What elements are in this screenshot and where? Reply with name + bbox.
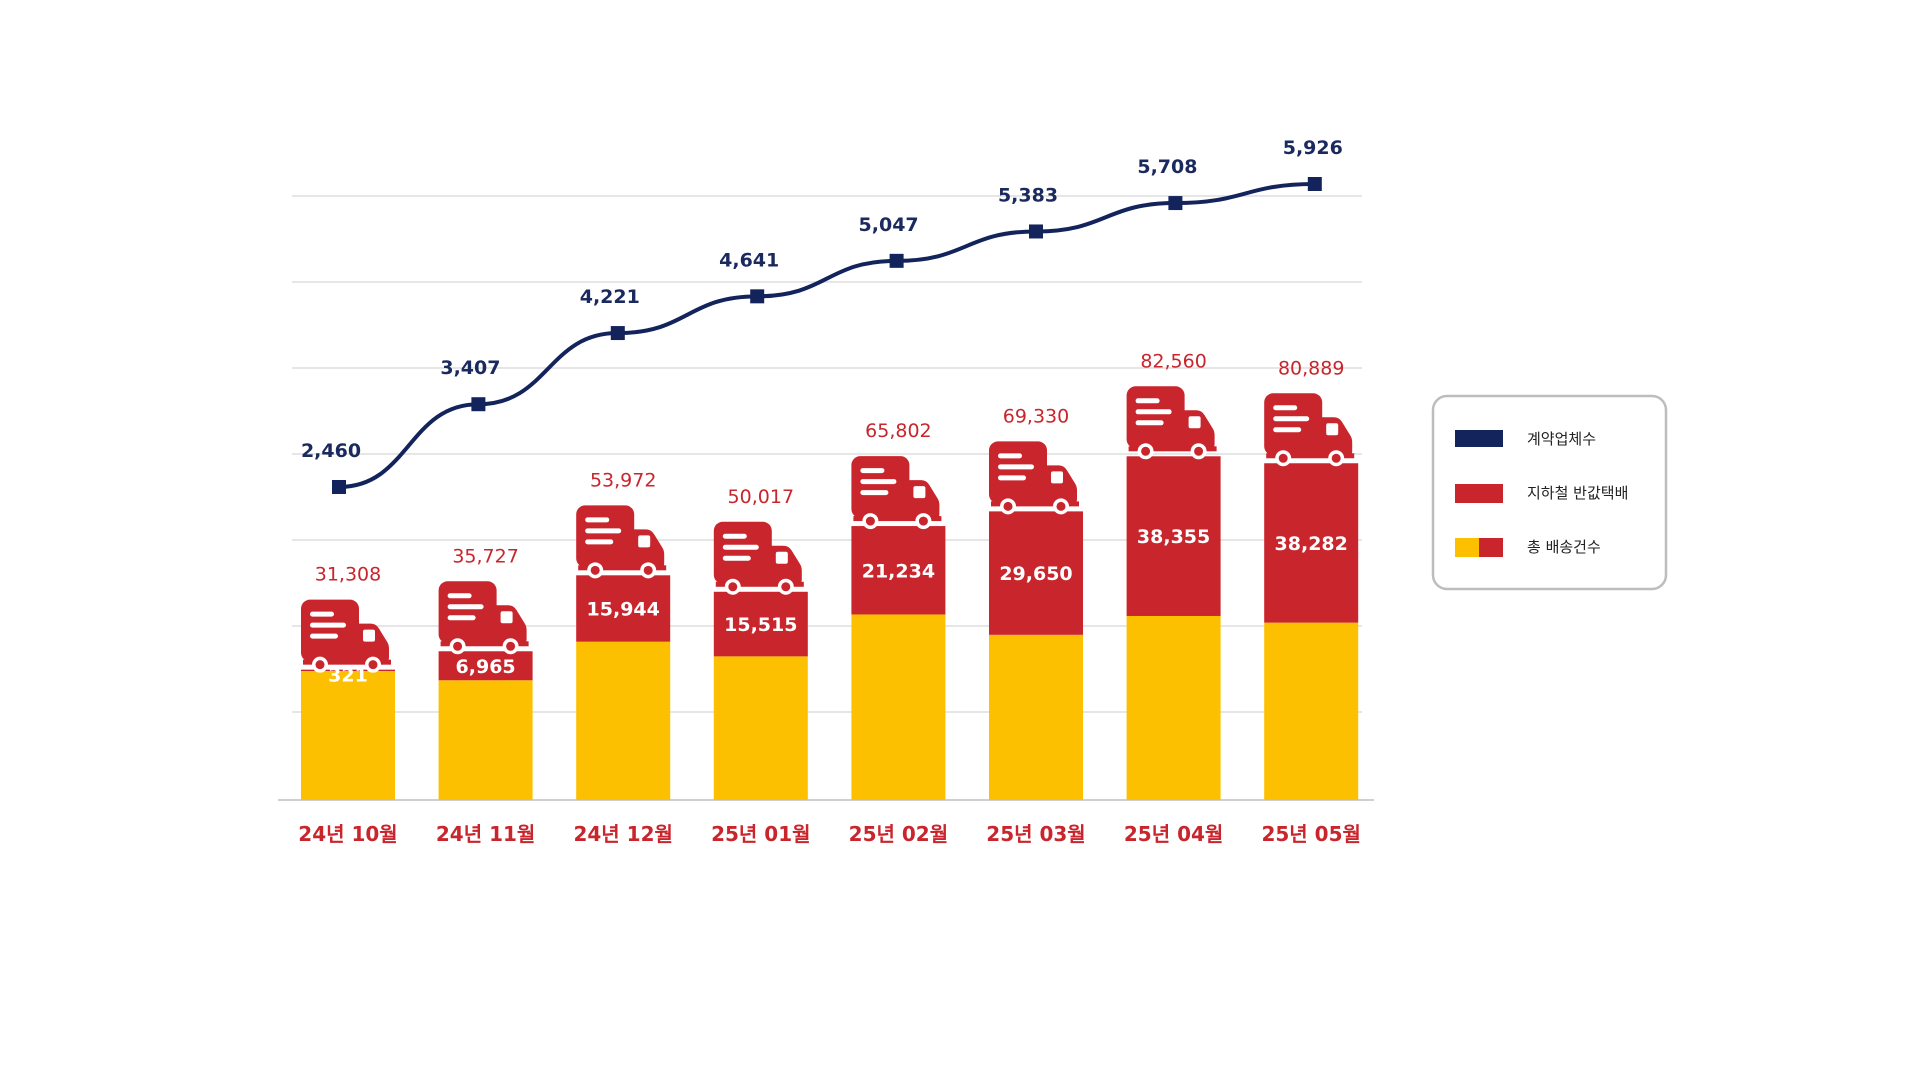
legend-swatch-red-half <box>1479 538 1503 557</box>
line-layer <box>332 177 1322 494</box>
bar-total-base <box>438 680 533 800</box>
total-deliveries-label: 82,560 <box>1140 350 1206 372</box>
subway-deliveries-label: 29,650 <box>999 563 1072 585</box>
bar-subway <box>1126 456 1221 616</box>
firms-marker <box>471 397 486 412</box>
subway-deliveries-label: 321 <box>328 665 368 687</box>
bar-total-base <box>1126 615 1221 800</box>
legend-label-total: 총 배송건수 <box>1527 538 1601 556</box>
firms-marker <box>1029 224 1043 239</box>
bar-total-base <box>576 641 671 800</box>
firms-count-label: 3,407 <box>440 357 500 379</box>
bar-subway <box>1264 463 1359 623</box>
bar-total-base <box>989 634 1083 800</box>
subway-deliveries-label: 38,282 <box>1275 533 1348 555</box>
label-layer: 31,308 321 24년 10월 35,727 6,965 24년 11월 53,972… <box>298 137 1361 846</box>
total-deliveries-label: 31,308 <box>315 564 381 586</box>
subway-deliveries-label: 21,234 <box>862 560 935 582</box>
category-label: 24년 12월 <box>573 822 672 846</box>
bar-subway <box>989 511 1083 635</box>
legend-label-subway: 지하철 반값택배 <box>1527 484 1628 502</box>
subway-deliveries-label: 15,515 <box>724 614 797 636</box>
firms-count-label: 5,047 <box>859 214 919 236</box>
firms-count-label: 5,383 <box>998 184 1058 206</box>
delivery-truck-icon <box>438 581 529 655</box>
delivery-truck-icon <box>1264 393 1355 467</box>
bar-total-base <box>1264 622 1359 800</box>
category-label: 24년 10월 <box>298 822 397 846</box>
delivery-truck-icon <box>713 521 804 595</box>
firms-marker <box>889 253 904 268</box>
bar-layer <box>301 386 1359 800</box>
category-label: 25년 05월 <box>1261 822 1360 846</box>
bar-total-base <box>713 656 808 800</box>
category-label: 24년 11월 <box>436 822 535 846</box>
bar-subway <box>851 526 946 615</box>
bar-subway <box>301 669 395 672</box>
bar-subway <box>576 575 671 642</box>
legend-item-subway: 지하철 반값택배 <box>1455 484 1628 503</box>
bar-subway <box>438 651 533 681</box>
firms-marker <box>1307 177 1322 191</box>
subway-deliveries-label: 6,965 <box>456 656 516 678</box>
legend-item-firms: 계약업체수 <box>1455 430 1596 448</box>
firms-count-label: 2,460 <box>301 440 361 462</box>
delivery-truck-icon <box>301 599 391 673</box>
firms-marker <box>332 480 346 494</box>
category-label: 25년 01월 <box>711 822 810 846</box>
firms-marker <box>1168 196 1183 211</box>
legend-item-total: 총 배송건수 <box>1455 538 1601 557</box>
delivery-truck-icon <box>851 456 942 530</box>
total-deliveries-label: 50,017 <box>728 486 794 508</box>
category-label: 25년 02월 <box>849 822 948 846</box>
firms-marker <box>610 326 625 341</box>
legend: 계약업체수 지하철 반값택배 총 배송건수 <box>1431 394 1668 591</box>
total-deliveries-label: 69,330 <box>1003 405 1069 427</box>
bar-total-base <box>851 614 946 800</box>
delivery-truck-icon <box>989 441 1079 515</box>
category-label: 25년 04월 <box>1124 822 1223 846</box>
bar-total-base <box>301 671 395 800</box>
legend-swatch-navy <box>1455 430 1503 447</box>
bar-subway <box>713 591 808 657</box>
category-label: 25년 03월 <box>986 822 1085 846</box>
delivery-truck-icon <box>1126 386 1217 460</box>
delivery-truck-icon <box>576 505 667 579</box>
total-deliveries-label: 53,972 <box>590 469 656 491</box>
firms-count-label: 4,221 <box>580 286 640 308</box>
firms-count-label: 5,708 <box>1137 156 1197 178</box>
total-deliveries-label: 65,802 <box>865 420 931 442</box>
legend-swatch-red <box>1455 484 1503 503</box>
total-deliveries-label: 35,727 <box>452 545 518 567</box>
firms-count-label: 5,926 <box>1283 137 1343 159</box>
total-deliveries-label: 80,889 <box>1278 357 1344 379</box>
firms-count-label: 4,641 <box>719 249 779 271</box>
legend-swatch-yellow <box>1455 538 1479 557</box>
firms-marker <box>750 289 765 304</box>
subway-deliveries-label: 15,944 <box>587 599 660 621</box>
legend-label-firms: 계약업체수 <box>1527 430 1596 448</box>
subway-deliveries-label: 38,355 <box>1137 526 1210 548</box>
